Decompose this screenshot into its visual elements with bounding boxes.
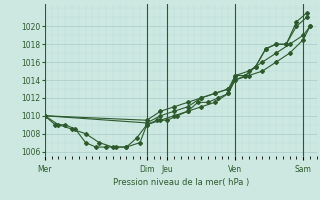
X-axis label: Pression niveau de la mer( hPa ): Pression niveau de la mer( hPa ) bbox=[113, 178, 249, 187]
